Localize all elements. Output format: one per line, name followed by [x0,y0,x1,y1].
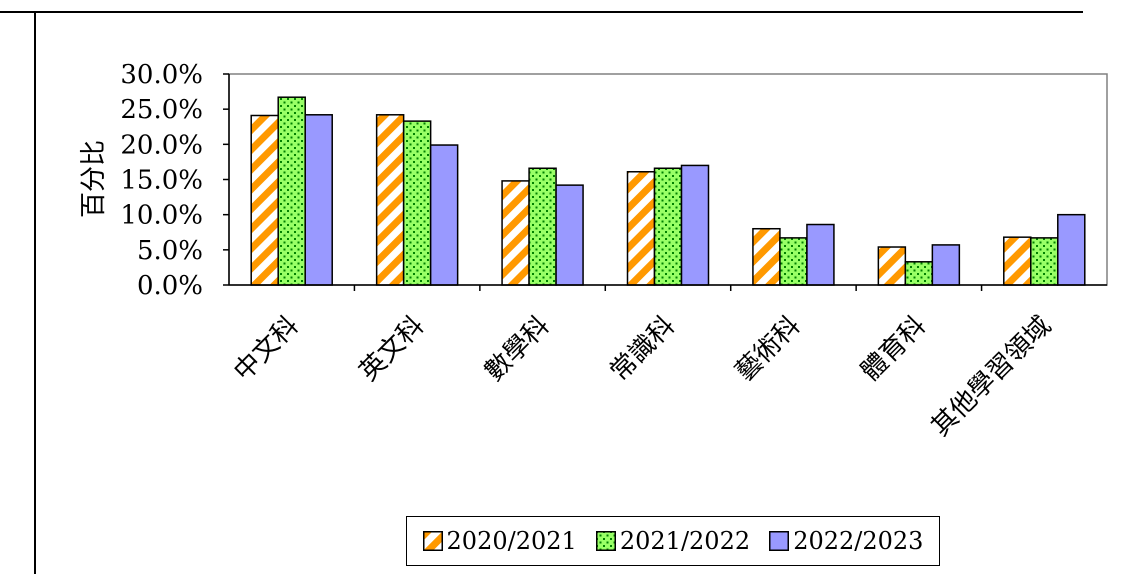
x-tick-label-0: 中文科 [228,311,304,387]
bar-2020-2021-1 [375,114,405,286]
x-tick-label-6: 其他學習領域 [926,311,1058,443]
legend-label-2021-2022: 2021/2022 [619,527,751,555]
x-tick-label-2: 數學科 [479,311,555,387]
frame-top-line [0,11,1135,13]
legend-swatch-2022-2023 [769,531,790,551]
bar-2022-2023-2 [555,184,584,286]
x-tick-label-4: 藝術科 [730,311,806,387]
bar-2021-2022-1 [402,120,432,286]
y-tick-label-0: 0.0% [137,271,203,301]
y-tick-label-3: 15.0% [120,166,203,196]
bar-2022-2023-0 [304,114,333,286]
bar-2021-2022-3 [653,167,683,286]
legend-item-2021-2022: 2021/2022 [595,527,751,555]
legend-swatch-2020-2021 [422,531,443,551]
y-tick-label-1: 5.0% [137,236,203,266]
bar-2020-2021-5 [877,246,907,286]
legend-item-2020-2021: 2020/2021 [422,527,577,555]
bar-2022-2023-4 [806,223,835,286]
bar-2021-2022-6 [1030,237,1059,286]
bar-2022-2023-6 [1057,213,1086,286]
bar-2021-2022-2 [528,167,557,286]
y-tick-label-4: 20.0% [120,130,203,160]
x-tick-label-5: 體育科 [855,311,931,387]
bar-2022-2023-1 [429,144,459,286]
bar-2020-2021-4 [752,227,781,286]
bar-2020-2021-3 [626,171,656,286]
bar-2021-2022-4 [779,237,808,286]
bar-2022-2023-5 [931,244,961,286]
y-tick-label-5: 25.0% [120,95,203,125]
legend-swatch-2021-2022 [595,531,616,551]
x-tick-label-1: 英文科 [354,311,430,387]
bar-2020-2021-2 [501,180,530,286]
bar-2021-2022-0 [277,96,306,286]
frame-left-line [34,11,36,574]
bar-2020-2021-6 [1003,236,1032,286]
y-tick-label-6: 30.0% [120,60,203,90]
y-axis-label: 百分比 [79,140,109,218]
x-tick-label-3: 常識科 [605,311,681,387]
legend-label-2022-2023: 2022/2023 [793,527,924,555]
bar-2022-2023-3 [680,164,710,286]
y-tick-label-2: 10.0% [120,201,203,231]
bar-2021-2022-5 [904,261,934,286]
legend-label-2020-2021: 2020/2021 [446,527,577,555]
frame-top-gap [1083,11,1135,13]
legend: 2020/2021 2021/2022 2022/2023 [406,516,940,566]
legend-item-2022-2023: 2022/2023 [769,527,923,555]
bar-2020-2021-0 [250,114,279,286]
